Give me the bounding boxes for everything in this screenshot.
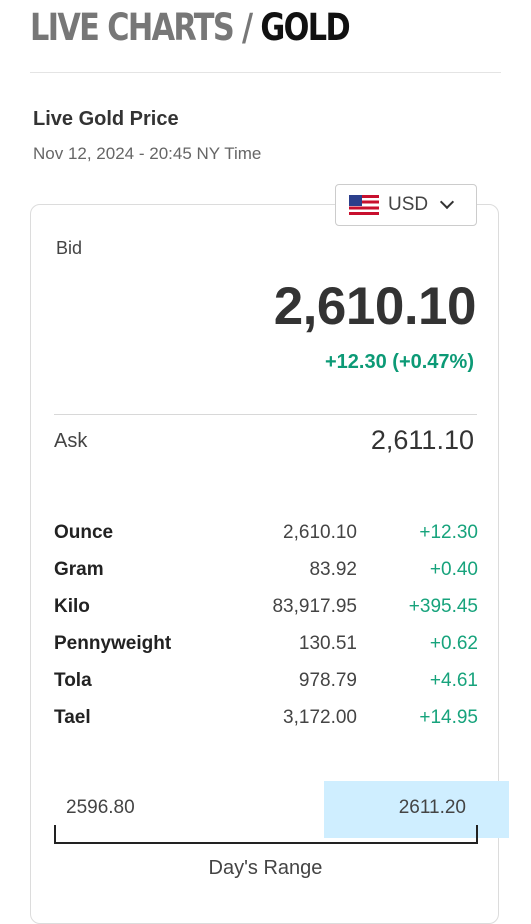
table-row: Pennyweight 130.51 +0.62 bbox=[54, 629, 478, 666]
chevron-down-icon bbox=[440, 194, 455, 210]
weight-unit: Kilo bbox=[54, 596, 90, 617]
bid-label: Bid bbox=[56, 238, 83, 258]
weight-price: 83.92 bbox=[309, 559, 357, 580]
weight-unit: Pennyweight bbox=[54, 633, 172, 654]
days-range-bar bbox=[54, 825, 478, 844]
card-divider bbox=[54, 414, 477, 415]
bid-change: +12.30 (+0.47%) bbox=[325, 351, 474, 373]
page-title-prefix: LIVE CHARTS / bbox=[30, 6, 261, 49]
table-row: Tael 3,172.00 +14.95 bbox=[54, 703, 478, 740]
ask-price: 2,611.10 bbox=[370, 425, 474, 455]
weight-price-table: Ounce 2,610.10 +12.30 Gram 83.92 +0.40 K… bbox=[54, 518, 478, 740]
table-row: Ounce 2,610.10 +12.30 bbox=[54, 518, 478, 555]
weight-price: 130.51 bbox=[298, 633, 357, 654]
weight-change: +14.95 bbox=[419, 707, 478, 728]
range-high-highlight bbox=[324, 781, 509, 838]
weight-change: +4.61 bbox=[429, 670, 478, 691]
price-timestamp: Nov 12, 2024 - 20:45 NY Time bbox=[33, 144, 262, 163]
range-low-value: 2596.80 bbox=[66, 797, 135, 818]
weight-unit: Ounce bbox=[54, 522, 114, 543]
weight-price: 978.79 bbox=[298, 670, 357, 691]
days-range-label: Day's Range bbox=[208, 857, 323, 879]
table-row: Kilo 83,917.95 +395.45 bbox=[54, 592, 478, 629]
currency-selector[interactable]: USD bbox=[335, 184, 477, 226]
weight-change: +395.45 bbox=[408, 596, 478, 617]
weight-unit: Tola bbox=[54, 670, 92, 691]
weight-price: 2,610.10 bbox=[283, 522, 357, 543]
table-row: Tola 978.79 +4.61 bbox=[54, 666, 478, 703]
ask-label: Ask bbox=[54, 430, 88, 452]
currency-code: USD bbox=[388, 194, 429, 215]
header-divider bbox=[30, 72, 501, 73]
section-title: Live Gold Price bbox=[33, 108, 179, 130]
page-title: LIVE CHARTS / GOLD bbox=[30, 6, 351, 49]
weight-price: 83,917.95 bbox=[272, 596, 357, 617]
weight-unit: Gram bbox=[54, 559, 104, 580]
range-high-value: 2611.20 bbox=[398, 797, 466, 818]
us-flag-icon bbox=[349, 195, 379, 215]
weight-change: +12.30 bbox=[419, 522, 478, 543]
bid-price: 2,610.10 bbox=[273, 277, 477, 336]
weight-change: +0.40 bbox=[429, 559, 478, 580]
table-row: Gram 83.92 +0.40 bbox=[54, 555, 478, 592]
weight-change: +0.62 bbox=[429, 633, 478, 654]
weight-price: 3,172.00 bbox=[283, 707, 357, 728]
weight-unit: Tael bbox=[54, 707, 91, 728]
page-title-metal: GOLD bbox=[260, 6, 350, 49]
